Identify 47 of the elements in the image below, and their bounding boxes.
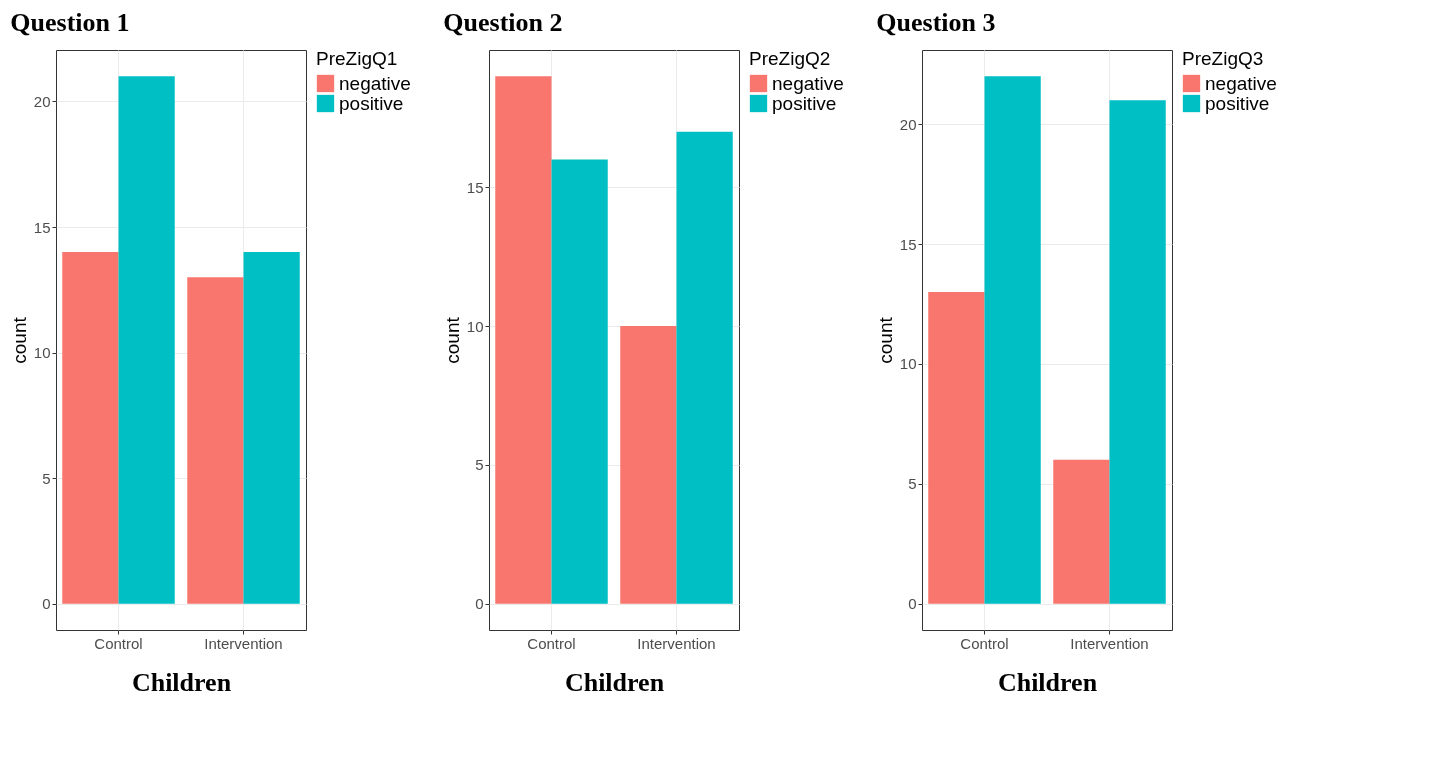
y-axis-title: count	[874, 316, 896, 364]
bar	[118, 76, 175, 604]
bar	[495, 76, 552, 604]
y-tick-label: 10	[33, 344, 51, 362]
x-axis-title: Children	[564, 667, 665, 697]
chart-title: Question 2	[443, 8, 563, 37]
y-tick-label: 5	[475, 456, 484, 474]
legend-label: negative	[772, 72, 844, 94]
x-axis-title: Children	[131, 667, 232, 697]
x-tick-label: Intervention	[204, 634, 283, 652]
bar	[620, 326, 677, 604]
legend-title: PreZigQ1	[316, 48, 398, 69]
bar	[187, 277, 244, 604]
y-tick-label: 0	[475, 595, 484, 613]
legend-label: negative	[339, 72, 411, 94]
legend-title: PreZigQ2	[749, 48, 831, 69]
y-axis-title: count	[441, 316, 463, 364]
bar	[1053, 459, 1110, 604]
x-tick-label: Control	[960, 634, 1009, 652]
x-tick-label: Control	[94, 634, 143, 652]
bar	[62, 252, 119, 604]
bar	[676, 131, 733, 604]
bar	[243, 252, 300, 604]
y-tick-label: 0	[908, 595, 917, 613]
chart-title: Question 3	[876, 8, 996, 37]
y-tick-label: 15	[899, 235, 917, 253]
legend-title: PreZigQ3	[1182, 48, 1264, 69]
y-tick-label: 5	[42, 469, 51, 487]
bar	[1109, 100, 1166, 604]
y-tick-label: 15	[466, 178, 484, 196]
y-tick-label: 10	[899, 355, 917, 373]
y-tick-label: 0	[42, 595, 51, 613]
chart-title: Question 1	[10, 8, 130, 37]
y-tick-label: 10	[466, 317, 484, 335]
x-axis-title: Children	[997, 667, 1098, 697]
y-tick-label: 5	[908, 475, 917, 493]
y-tick-label: 20	[899, 115, 917, 133]
y-tick-label: 20	[33, 92, 51, 110]
y-tick-label: 15	[33, 218, 51, 236]
legend-label: negative	[1205, 72, 1277, 94]
x-tick-label: Intervention	[1070, 634, 1149, 652]
bar	[928, 292, 985, 604]
bar	[551, 159, 608, 604]
x-tick-label: Control	[527, 634, 576, 652]
x-tick-label: Intervention	[637, 634, 716, 652]
bar	[984, 76, 1041, 604]
y-axis-title: count	[8, 316, 30, 364]
